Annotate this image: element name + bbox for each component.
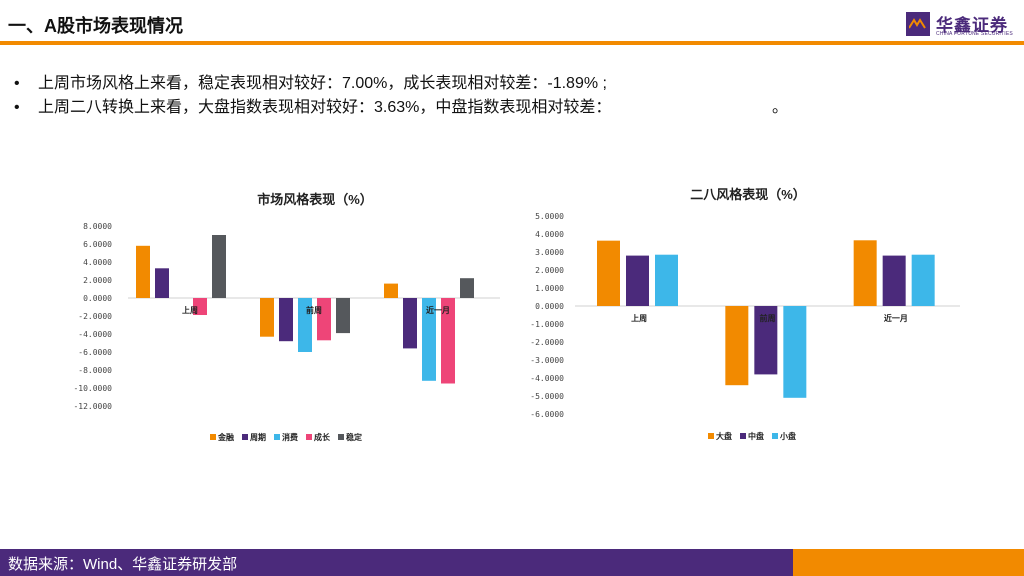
data-source: 数据来源：Wind、华鑫证券研发部 xyxy=(8,556,238,573)
y-tick-label: -5.0000 xyxy=(530,392,564,401)
bar-中盘 xyxy=(626,255,649,306)
page-title: 一、A股市场表现情况 xyxy=(8,16,183,36)
category-label: 上周 xyxy=(631,313,647,323)
bar-金融 xyxy=(136,245,150,298)
legend-label: 成长 xyxy=(314,432,331,442)
bar-小盘 xyxy=(911,254,935,306)
y-tick-label: 6.0000 xyxy=(83,240,112,249)
logo-english-name: CHINA FORTUNE SECURITIES xyxy=(936,31,1013,37)
bar-大盘 xyxy=(597,240,620,306)
logo-mark-icon xyxy=(906,12,930,36)
y-tick-label: -8.0000 xyxy=(78,366,112,375)
y-tick-label: 3.0000 xyxy=(535,248,564,257)
category-label: 上周 xyxy=(182,305,198,315)
footer-bar xyxy=(0,549,793,576)
category-label: 近一月 xyxy=(426,305,450,315)
summary-bullets: 上周市场风格上来看，稳定表现相对较好：7.00%，成长表现相对较差：-1.89%… xyxy=(12,72,788,120)
bar-成长 xyxy=(441,298,455,384)
bar-周期 xyxy=(403,298,417,349)
bar-中盘 xyxy=(882,255,906,306)
bullet-tail: 。 xyxy=(772,99,789,116)
legend-swatch xyxy=(242,434,248,440)
y-tick-label: -4.0000 xyxy=(530,374,564,383)
bar-稳定 xyxy=(460,278,474,298)
legend-label: 金融 xyxy=(217,432,234,442)
y-tick-label: 8.0000 xyxy=(83,222,112,231)
y-tick-label: -6.0000 xyxy=(530,410,564,419)
bar-成长 xyxy=(317,298,331,341)
footer-accent xyxy=(793,549,1024,576)
bar-稳定 xyxy=(336,298,350,334)
category-label: 近一月 xyxy=(884,313,908,323)
y-tick-label: 0.0000 xyxy=(535,302,564,311)
y-tick-label: 5.0000 xyxy=(535,212,564,221)
legend-swatch xyxy=(338,434,344,440)
bar-周期 xyxy=(155,268,169,298)
bar-大盘 xyxy=(853,240,877,306)
bullet-item: 上周市场风格上来看，稳定表现相对较好：7.00%，成长表现相对较差：-1.89%… xyxy=(12,72,611,96)
bullet-text: 上周二八转换上来看，大盘指数表现相对较好：3.63%，中盘指数表现相对较差： xyxy=(38,99,612,116)
bar-大盘 xyxy=(725,306,749,386)
y-tick-label: -3.0000 xyxy=(530,356,564,365)
y-tick-label: 2.0000 xyxy=(83,276,112,285)
chart-title: 二八风格表现（%） xyxy=(690,187,806,202)
y-tick-label: 2.0000 xyxy=(535,266,564,275)
legend-swatch xyxy=(306,434,312,440)
y-tick-label: -10.0000 xyxy=(73,384,112,393)
bar-金融 xyxy=(260,298,274,337)
legend-swatch xyxy=(708,433,714,439)
market-style-chart: 市场风格表现（%） 8.0000 6.0000 4.0000 2.0000 0.0000 -… xyxy=(73,192,500,442)
bar-成长 xyxy=(193,298,207,316)
bar-稳定 xyxy=(212,235,226,298)
category-label: 前周 xyxy=(306,305,322,315)
bullet-item: 上周二八转换上来看，大盘指数表现相对较好：3.63%，中盘指数表现相对较差： 。 xyxy=(12,96,788,120)
y-tick-label: -2.0000 xyxy=(530,338,564,347)
bar-消费 xyxy=(298,298,312,352)
y-tick-label: -4.0000 xyxy=(78,330,112,339)
legend-label: 稳定 xyxy=(346,432,362,442)
legend-label: 小盘 xyxy=(779,431,796,441)
y-tick-label: 1.0000 xyxy=(535,284,564,293)
legend-label: 大盘 xyxy=(716,431,732,441)
y-tick-label: -12.0000 xyxy=(73,402,112,411)
legend-swatch xyxy=(740,433,746,439)
bar-小盘 xyxy=(783,306,807,398)
header-divider xyxy=(0,41,1024,45)
bar-小盘 xyxy=(655,254,678,306)
company-logo: 华鑫证券 CHINA FORTUNE SECURITIES xyxy=(906,12,1018,38)
y-tick-label: -2.0000 xyxy=(78,312,112,321)
y-tick-label: 4.0000 xyxy=(83,258,112,267)
large-small-style-chart: 二八风格表现（%） 5.0000 4.0000 3.0000 2.0000 1.0000 0… xyxy=(530,187,960,441)
legend-swatch xyxy=(274,434,280,440)
category-label: 前周 xyxy=(760,313,776,323)
y-tick-label: -1.0000 xyxy=(530,320,564,329)
legend-label: 消费 xyxy=(282,432,298,442)
bar-消费 xyxy=(422,298,436,381)
legend-swatch xyxy=(210,434,216,440)
y-tick-label: 0.0000 xyxy=(83,294,112,303)
legend-swatch xyxy=(772,433,778,439)
legend-label: 周期 xyxy=(250,432,266,442)
bar-金融 xyxy=(384,283,398,298)
legend-label: 中盘 xyxy=(748,431,764,441)
y-tick-label: -6.0000 xyxy=(78,348,112,357)
chart-title: 市场风格表现（%） xyxy=(257,192,373,207)
logo-name: 华鑫证券 xyxy=(936,16,1008,35)
y-tick-label: 4.0000 xyxy=(535,230,564,239)
bar-周期 xyxy=(279,298,293,342)
bullet-text: 上周市场风格上来看，稳定表现相对较好：7.00%，成长表现相对较差：-1.89%… xyxy=(38,75,607,92)
bar-中盘 xyxy=(754,306,778,375)
